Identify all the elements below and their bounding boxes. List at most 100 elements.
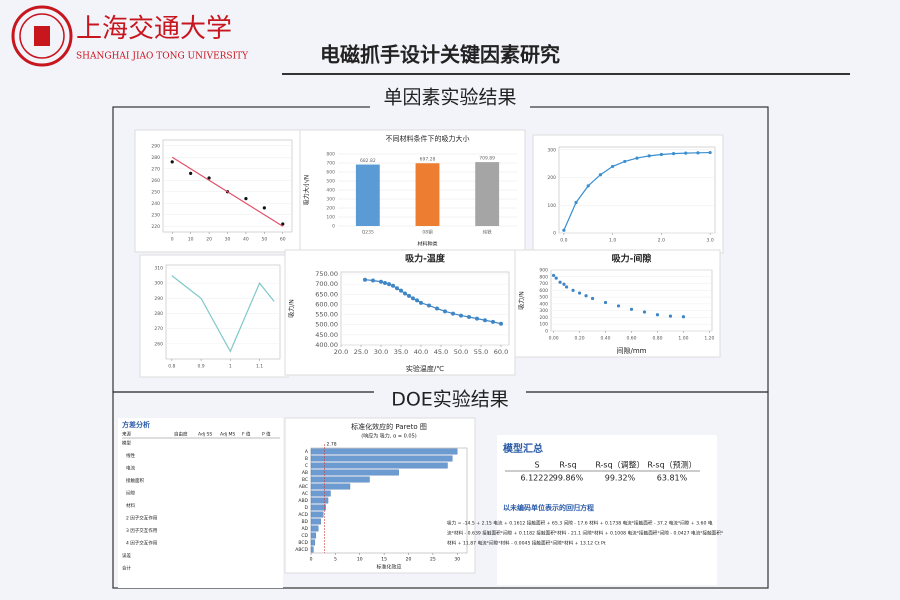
bar xyxy=(310,455,453,462)
summary-header: S xyxy=(534,461,539,470)
marker xyxy=(598,173,603,177)
x-tick-label: 0 xyxy=(310,557,313,563)
marker xyxy=(189,171,193,175)
table-row-label: 误差 xyxy=(122,552,131,559)
marker xyxy=(584,294,588,298)
table-row-label: 接触面积 xyxy=(126,477,144,484)
bar xyxy=(415,163,440,226)
y-tick-label: 800 xyxy=(326,152,335,158)
chart-bg xyxy=(284,249,516,376)
y-tick-label: 250 xyxy=(151,189,160,195)
y-tick-label: 260 xyxy=(154,341,163,347)
section-label: DOE实验结果 xyxy=(391,389,509,411)
x-tick-label: 1.00 xyxy=(678,336,688,342)
y-tick-label: 240 xyxy=(151,201,160,207)
label-bg xyxy=(374,386,526,414)
marker xyxy=(551,273,556,278)
y-tick-label: 280 xyxy=(154,311,163,317)
summary-value: 6.12222 xyxy=(520,474,553,483)
reference-label: 2.78 xyxy=(327,442,337,448)
y-tick-label: 300 xyxy=(547,147,556,153)
y-tick-label: 270 xyxy=(151,166,160,172)
x-tick-label: 20 xyxy=(206,237,212,243)
y-tick-label: 800 xyxy=(539,274,548,280)
y-tick-label: 300 xyxy=(539,308,548,314)
marker xyxy=(244,197,248,201)
table-row-label: 电流 xyxy=(126,465,135,472)
marker xyxy=(574,200,578,205)
marker xyxy=(571,288,575,292)
x-axis-label: 间隙/mm xyxy=(617,346,647,355)
marker xyxy=(475,316,479,321)
bar xyxy=(310,490,331,497)
marker xyxy=(451,311,455,316)
marker xyxy=(708,150,712,155)
marker xyxy=(642,310,647,314)
data-label: 682.82 xyxy=(360,158,376,164)
marker xyxy=(411,296,415,301)
table-row-label: 线性 xyxy=(126,452,135,459)
x-tick-label: 40 xyxy=(243,237,249,243)
y-tick-label: 100 xyxy=(326,215,335,221)
y-tick-label: 600.00 xyxy=(315,300,338,308)
bar xyxy=(475,162,500,226)
y-tick-label: 500 xyxy=(539,295,548,301)
y-tick-label: 500.00 xyxy=(315,321,338,329)
university-en: SHANGHAI JIAO TONG UNIVERSITY xyxy=(76,52,249,62)
chart-title: 吸力-温度 xyxy=(405,253,446,265)
marker xyxy=(558,280,562,284)
y-tick-label: AB xyxy=(302,470,308,476)
marker xyxy=(562,282,566,286)
summary-value: 63.81% xyxy=(657,474,688,483)
x-tick-label: 55.0 xyxy=(474,348,488,356)
marker xyxy=(623,159,627,164)
x-tick-label: 60 xyxy=(280,237,286,243)
summary-value: 99.86% xyxy=(553,474,584,483)
x-tick-label: 0.60 xyxy=(626,336,636,342)
y-tick-label: 400.00 xyxy=(315,341,338,349)
x-tick-label: 60.0 xyxy=(494,348,508,356)
bar xyxy=(310,539,316,546)
table-title: 方差分析 xyxy=(122,420,150,429)
summary-header: R-sq（预测） xyxy=(647,460,696,470)
marker xyxy=(629,307,634,311)
x-tick-label: 10 xyxy=(357,557,363,563)
x-tick-label: 1.1 xyxy=(256,364,263,370)
y-tick-label: A xyxy=(305,449,309,455)
x-tick-label: 1.0 xyxy=(609,238,616,244)
marker xyxy=(391,283,395,288)
y-axis-label: 吸力/N xyxy=(288,299,296,318)
x-tick-label: 3.0 xyxy=(707,238,714,244)
table-bg xyxy=(118,418,283,588)
marker xyxy=(635,156,639,160)
y-tick-label: 0 xyxy=(545,329,548,335)
bar xyxy=(310,511,324,518)
x-tick-label: 0.9 xyxy=(197,364,204,370)
marker xyxy=(590,296,595,301)
x-tick-label: 0.80 xyxy=(652,336,662,342)
y-tick-label: 290 xyxy=(154,296,163,302)
chart-subtitle: (响应为 吸力, α = 0.05) xyxy=(361,433,417,440)
bar xyxy=(310,497,329,504)
chart-title: 标准化效应的 Pareto 图 xyxy=(351,422,427,431)
marker xyxy=(419,300,423,305)
x-tick-label: 25 xyxy=(430,557,436,563)
y-tick-label: 200 xyxy=(547,175,556,181)
table-row-label: 间隙 xyxy=(126,490,135,497)
marker xyxy=(170,160,174,164)
y-tick-label: B xyxy=(305,456,308,462)
chart-bg xyxy=(139,254,289,378)
x-tick-label: 10 xyxy=(188,237,194,243)
slide-title: 电磁抓手设计关键因素研究 xyxy=(320,43,560,67)
x-tick-label: 0.20 xyxy=(575,336,585,342)
y-tick-label: 260 xyxy=(151,178,160,184)
marker xyxy=(616,304,621,308)
chart-bg xyxy=(532,134,724,254)
bar xyxy=(310,462,448,469)
marker xyxy=(363,277,367,282)
y-tick-label: 700.00 xyxy=(315,280,338,288)
x-tick-label: 30.0 xyxy=(374,348,388,356)
marker xyxy=(483,318,487,323)
summary-header: R-sq xyxy=(559,461,576,470)
marker xyxy=(427,303,431,308)
